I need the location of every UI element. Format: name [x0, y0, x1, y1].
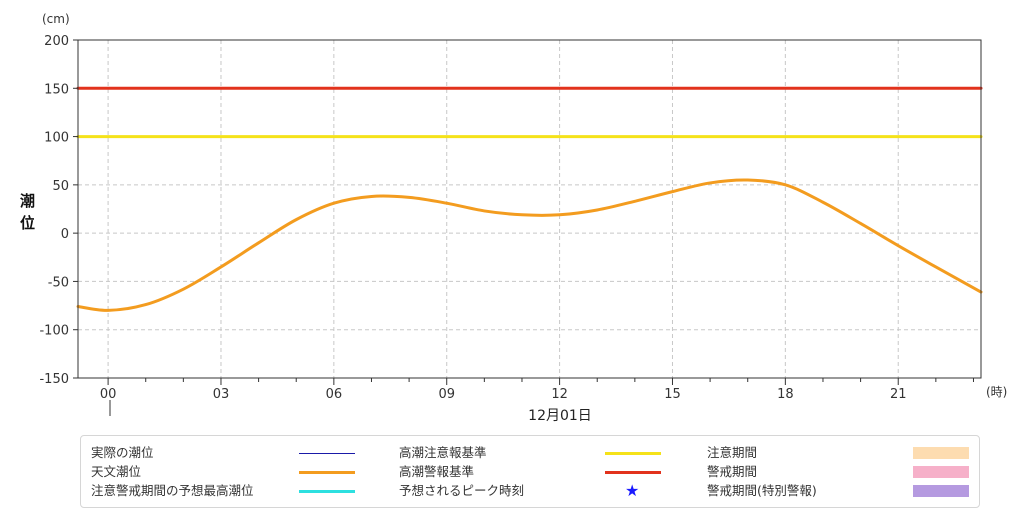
legend-item: 高潮警報基準 [399, 463, 689, 481]
x-tick-label: 06 [326, 387, 343, 402]
y-tick-label: -150 [39, 372, 69, 387]
y-unit-label: (cm) [42, 12, 70, 26]
legend-line-swatch [299, 452, 355, 454]
y-tick-label: -50 [48, 275, 69, 290]
legend-label: 警戒期間 [707, 464, 758, 479]
y-tick-label: -100 [39, 324, 69, 339]
series-lines [76, 178, 983, 312]
legend: 実際の潮位 高潮注意報基準 注意期間天文潮位 高潮警報基準 警戒期間注意警戒期間の予想最… [80, 435, 980, 508]
legend-item: 予想されるピーク時刻 ★ [399, 482, 689, 500]
plot-frame [77, 39, 982, 379]
legend-item: 注意期間 [707, 444, 997, 462]
legend-item: 警戒期間(特別警報) [707, 482, 997, 500]
legend-item: 高潮注意報基準 [399, 444, 689, 462]
x-tick-label: 21 [890, 387, 907, 402]
y-tick-label: 50 [52, 179, 69, 194]
x-axis-ticks: 00 03 06 09 12 15 18 21 [100, 378, 974, 402]
tide-chart: -150 -100 -50 0 50 100 150 200 00 03 06 09 12 15 18 21… [20, 12, 1007, 424]
legend-label: 警戒期間(特別警報) [707, 483, 817, 498]
y-axis-label-bottom: 位 [20, 214, 35, 232]
legend-label: 注意警戒期間の予想最高潮位 [91, 483, 254, 498]
legend-label: 実際の潮位 [91, 445, 154, 460]
legend-item: 警戒期間 [707, 463, 997, 481]
y-tick-label: 100 [44, 131, 69, 146]
legend-item: 天文潮位 [91, 463, 381, 481]
y-tick-label: 0 [61, 227, 69, 242]
legend-item: 注意警戒期間の予想最高潮位 [91, 482, 381, 500]
legend-label: 予想されるピーク時刻 [399, 483, 525, 498]
legend-line-swatch [605, 451, 661, 455]
legend-label: 高潮注意報基準 [399, 445, 487, 460]
x-tick-label: 03 [213, 387, 230, 402]
x-tick-label: 12 [551, 387, 568, 402]
legend-line-swatch [299, 489, 355, 493]
x-tick-label: 18 [777, 387, 794, 402]
astronomical-tide-line [76, 178, 983, 312]
legend-box-swatch [913, 466, 969, 478]
date-label: 12月01日 [528, 408, 592, 424]
reference-lines [76, 86, 983, 139]
y-tick-label: 200 [44, 34, 69, 49]
x-tick-label: 00 [100, 387, 117, 402]
x-unit-label: (時) [986, 385, 1007, 399]
x-tick-label: 15 [664, 387, 681, 402]
grid-lines [78, 40, 981, 378]
star-icon: ★ [625, 481, 640, 500]
legend-line-swatch [299, 470, 355, 474]
legend-label: 高潮警報基準 [399, 464, 475, 479]
y-axis-label-top: 潮 [20, 192, 35, 210]
y-tick-label: 150 [44, 82, 69, 97]
y-axis-ticks: -150 -100 -50 0 50 100 150 200 [39, 34, 78, 387]
x-tick-label: 09 [438, 387, 455, 402]
legend-item: 実際の潮位 [91, 444, 381, 462]
legend-label: 注意期間 [707, 445, 758, 460]
legend-line-swatch [605, 470, 661, 474]
legend-label: 天文潮位 [91, 464, 142, 479]
legend-box-swatch [913, 447, 969, 459]
legend-box-swatch [913, 485, 969, 497]
